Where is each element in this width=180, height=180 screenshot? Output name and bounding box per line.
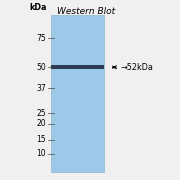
Bar bbox=[51, 65, 104, 69]
Text: 50: 50 bbox=[37, 63, 46, 72]
Text: 10: 10 bbox=[37, 149, 46, 158]
Bar bbox=[51, 15, 104, 172]
Text: 20: 20 bbox=[37, 119, 46, 128]
Text: 37: 37 bbox=[37, 84, 46, 93]
Text: 75: 75 bbox=[37, 34, 46, 43]
Text: 25: 25 bbox=[37, 109, 46, 118]
Text: →52kDa: →52kDa bbox=[120, 63, 153, 72]
Text: Western Blot: Western Blot bbox=[57, 7, 116, 16]
Text: 15: 15 bbox=[37, 135, 46, 144]
Text: kDa: kDa bbox=[30, 3, 47, 12]
